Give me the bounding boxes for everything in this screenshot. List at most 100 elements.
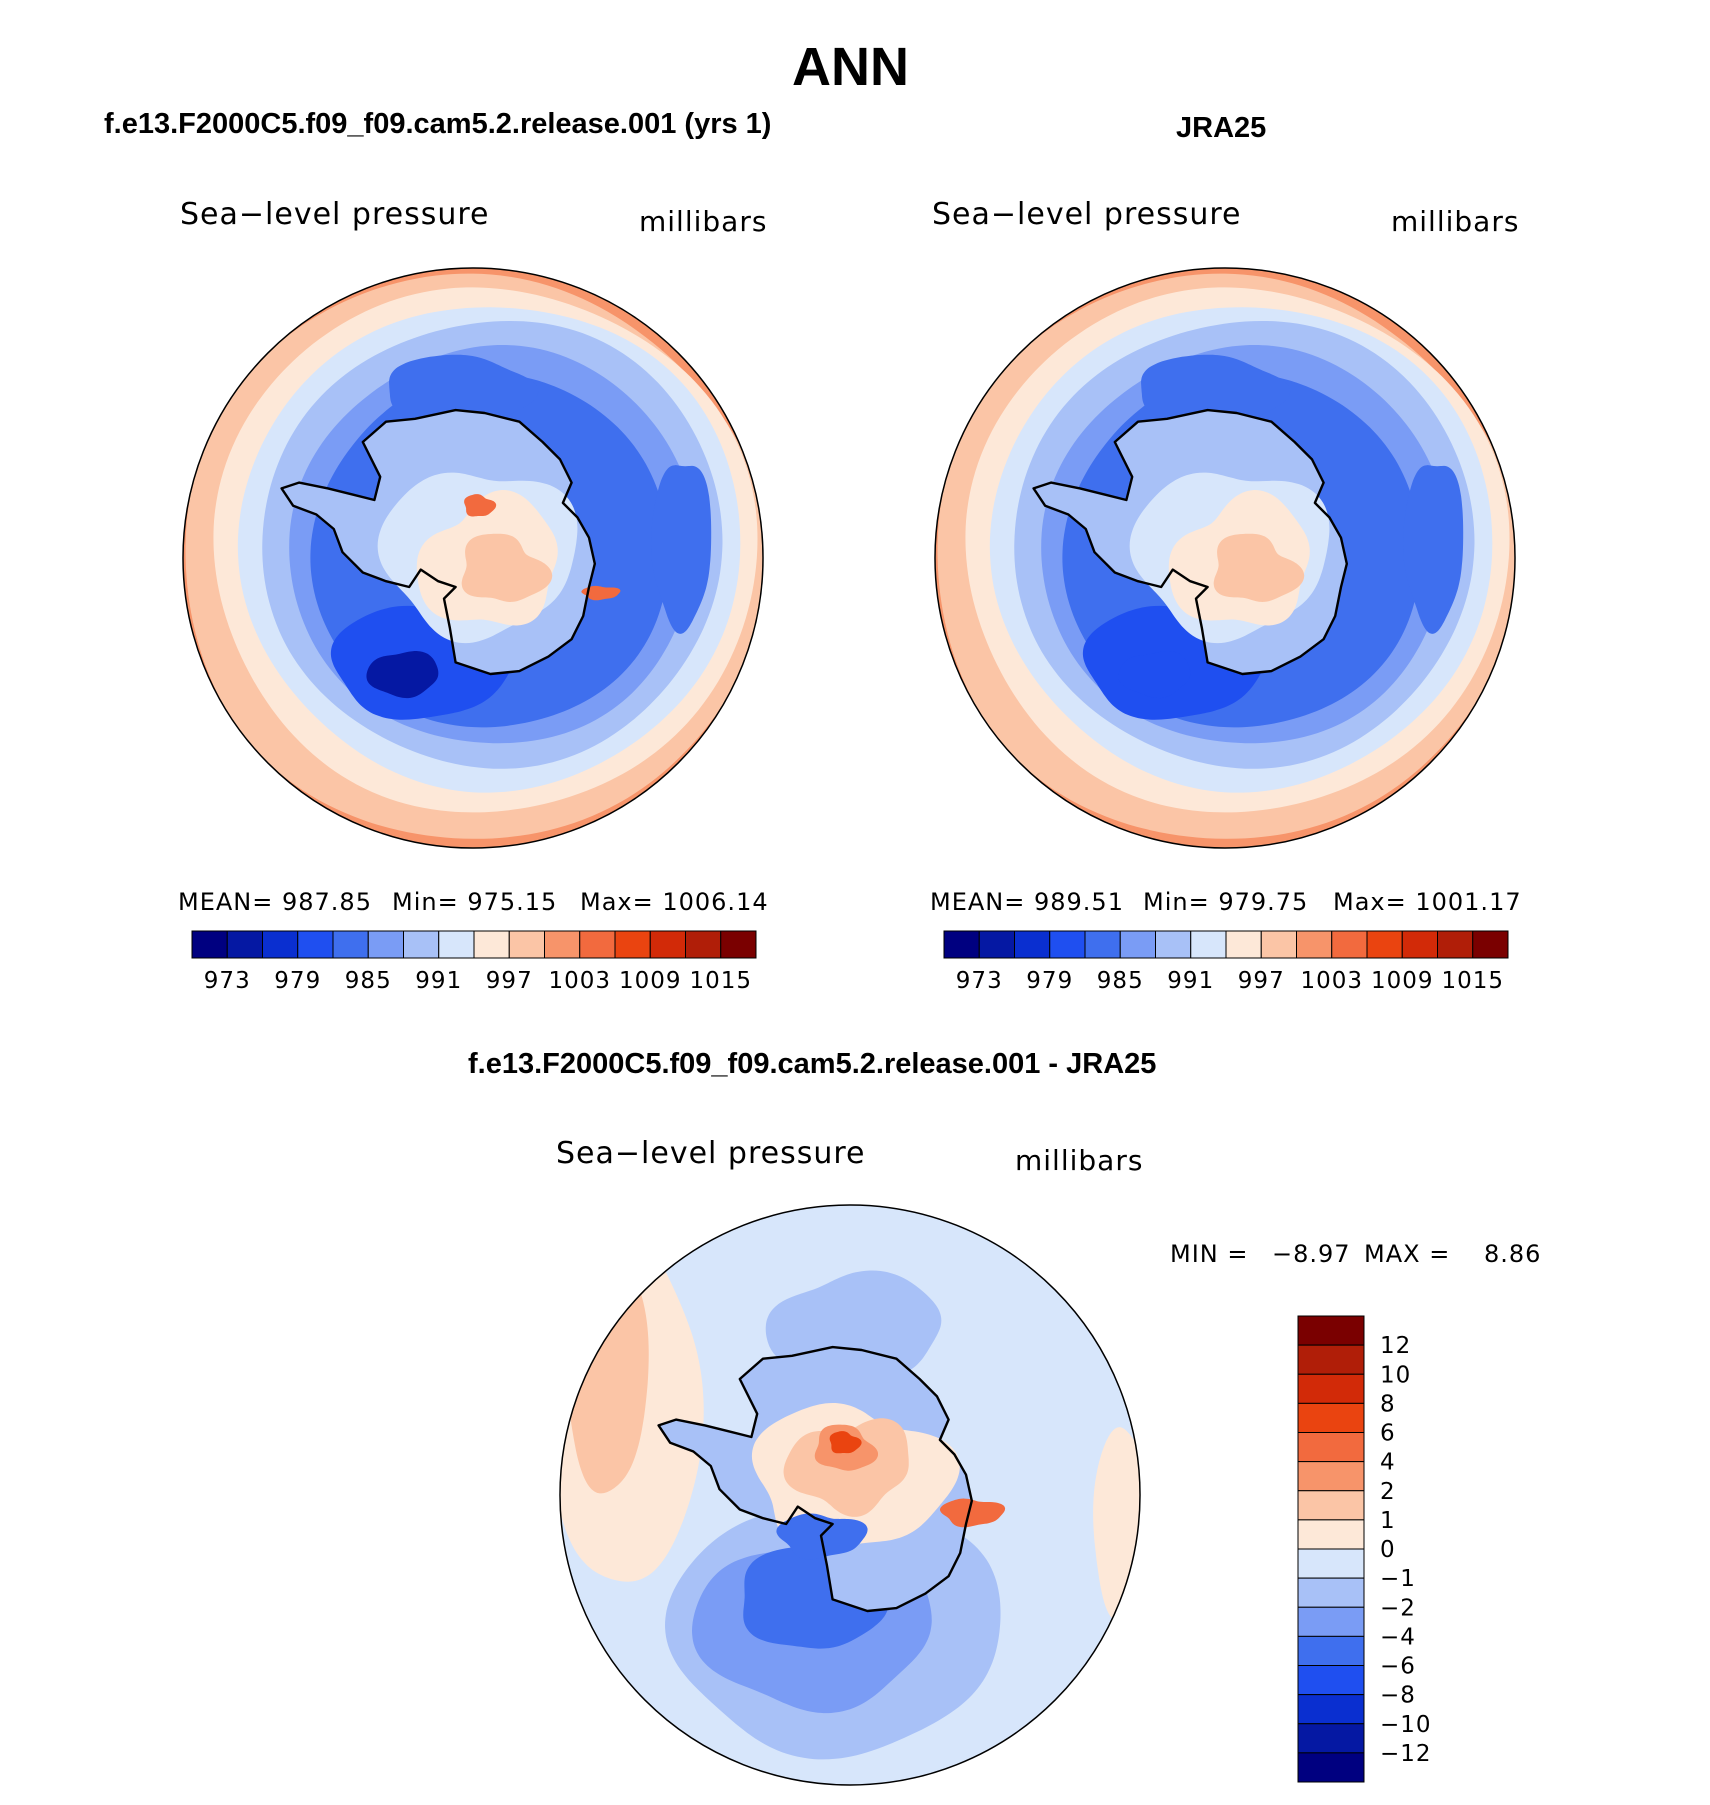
obs-case-title: JRA25 bbox=[1176, 112, 1267, 144]
model-colorbar-swatch bbox=[297, 930, 334, 959]
model-mean-text: MEAN= 987.85 bbox=[178, 888, 372, 916]
obs-coastline bbox=[1032, 408, 1348, 676]
obs-colorbar-swatch bbox=[1119, 930, 1156, 959]
obs-colorbar-tick-label: 1015 bbox=[1441, 968, 1504, 994]
obs-min-text: Min= 979.75 bbox=[1143, 888, 1309, 916]
obs-plateau-c bbox=[1213, 533, 1305, 602]
model-plateau-c bbox=[461, 533, 553, 602]
obs-colorbar-swatch bbox=[978, 930, 1015, 959]
diff-interior-pos-d bbox=[829, 1431, 862, 1454]
diff-colorbar-tick-label: 6 bbox=[1380, 1421, 1396, 1447]
model-plateau-peak-b bbox=[581, 585, 621, 601]
diff-colorbar-tick-label: −12 bbox=[1380, 1741, 1432, 1767]
model-colorbar-swatch bbox=[191, 930, 228, 959]
model-map-border bbox=[182, 267, 764, 849]
obs-colorbar-swatch bbox=[1296, 930, 1333, 959]
model-colorbar-swatch bbox=[649, 930, 686, 959]
diff-colorbar-swatch bbox=[1297, 1461, 1365, 1492]
diff-colorbar-swatch bbox=[1297, 1606, 1365, 1637]
model-colorbar: 973 979 985 991 997 1003 1009 1015 bbox=[191, 930, 757, 994]
model-colorbar-swatch bbox=[614, 930, 651, 959]
model-coastline bbox=[280, 408, 596, 676]
obs-colorbar-tick-label: 1003 bbox=[1300, 968, 1363, 994]
obs-variable-label: Sea−level pressure bbox=[932, 197, 1242, 232]
diff-colorbar-tick-label: 2 bbox=[1380, 1479, 1396, 1505]
obs-colorbar-tick-label: 1009 bbox=[1371, 968, 1434, 994]
obs-colorbar-tick-label: 973 bbox=[956, 968, 1003, 994]
obs-mean-text: MEAN= 989.51 bbox=[930, 888, 1124, 916]
model-colorbar-swatch bbox=[262, 930, 299, 959]
model-colorbar-tick-label: 1015 bbox=[689, 968, 752, 994]
model-units-label: millibars bbox=[639, 205, 768, 238]
diff-colorbar-tick-label: −2 bbox=[1380, 1595, 1416, 1621]
obs-colorbar-swatch bbox=[1155, 930, 1192, 959]
obs-colorbar-tick-label: 985 bbox=[1097, 968, 1144, 994]
obs-colorbar-swatch bbox=[1014, 930, 1051, 959]
model-colorbar-tick-label: 997 bbox=[486, 968, 533, 994]
diff-colorbar-tick-label: −8 bbox=[1380, 1683, 1416, 1709]
diff-colorbar-tick-label: 10 bbox=[1380, 1362, 1411, 1388]
model-weddell-low bbox=[389, 354, 539, 423]
model-colorbar-tick-label: 991 bbox=[415, 968, 462, 994]
obs-colorbar: 973 979 985 991 997 1003 1009 1015 bbox=[943, 930, 1509, 994]
obs-low-center bbox=[1118, 651, 1191, 699]
diff-colorbar-swatch bbox=[1297, 1519, 1365, 1550]
diff-max-value: 8.86 bbox=[1484, 1240, 1542, 1268]
model-colorbar-swatch bbox=[579, 930, 616, 959]
diff-colorbar-tick-label: −4 bbox=[1380, 1624, 1416, 1650]
model-colorbar-swatch bbox=[367, 930, 404, 959]
diff-colorbar-swatch bbox=[1297, 1752, 1365, 1783]
diff-colorbar-swatch bbox=[1297, 1694, 1365, 1725]
obs-slp-map bbox=[935, 268, 1515, 848]
diff-interior-pos-e bbox=[939, 1498, 1006, 1528]
diff-units-label: millibars bbox=[1015, 1144, 1144, 1177]
model-colorbar-swatch bbox=[508, 930, 545, 959]
diff-title: f.e13.F2000C5.f09_f09.cam5.2.release.001… bbox=[468, 1048, 1157, 1080]
obs-colorbar-tick-label: 979 bbox=[1026, 968, 1073, 994]
obs-colorbar-tick-label: 997 bbox=[1238, 968, 1285, 994]
model-min-text: Min= 975.15 bbox=[392, 888, 558, 916]
model-colorbar-tick-label: 973 bbox=[204, 968, 251, 994]
model-colorbar-swatch bbox=[473, 930, 510, 959]
diff-colorbar-swatch bbox=[1297, 1665, 1365, 1696]
diff-coastline bbox=[657, 1345, 973, 1613]
model-colorbar-swatch bbox=[332, 930, 369, 959]
diff-map-border bbox=[559, 1204, 1141, 1786]
model-colorbar-tick-label: 979 bbox=[274, 968, 321, 994]
diff-colorbar-swatch bbox=[1297, 1373, 1365, 1404]
diff-colorbar-swatch bbox=[1297, 1490, 1365, 1521]
obs-colorbar-swatch bbox=[1260, 930, 1297, 959]
model-slp-map bbox=[183, 268, 763, 848]
diff-colorbar-tick-label: 1 bbox=[1380, 1508, 1396, 1534]
diff-colorbar-swatch bbox=[1297, 1635, 1365, 1666]
diff-min-value: −8.97 bbox=[1272, 1240, 1351, 1268]
obs-colorbar-swatch bbox=[1225, 930, 1262, 959]
obs-weddell-low bbox=[1141, 354, 1291, 423]
diff-colorbar-tick-label: 8 bbox=[1380, 1391, 1396, 1417]
obs-colorbar-tick-label: 991 bbox=[1167, 968, 1214, 994]
obs-max-text: Max= 1001.17 bbox=[1333, 888, 1522, 916]
obs-colorbar-swatch bbox=[1084, 930, 1121, 959]
diff-max-label: MAX = bbox=[1364, 1240, 1451, 1268]
model-colorbar-swatch bbox=[438, 930, 475, 959]
model-colorbar-swatch bbox=[544, 930, 581, 959]
model-case-title: f.e13.F2000C5.f09_f09.cam5.2.release.001… bbox=[104, 108, 772, 140]
model-colorbar-tick-label: 1003 bbox=[548, 968, 611, 994]
obs-east-low bbox=[1403, 465, 1464, 634]
diff-colorbar-swatch bbox=[1297, 1432, 1365, 1463]
season-title: ANN bbox=[792, 37, 909, 97]
obs-colorbar-swatch bbox=[1437, 930, 1474, 959]
obs-colorbar-swatch bbox=[1190, 930, 1227, 959]
diff-colorbar-swatch bbox=[1297, 1315, 1365, 1346]
diff-colorbar-tick-label: −6 bbox=[1380, 1654, 1416, 1680]
model-low-center bbox=[366, 651, 439, 699]
model-plateau-peak-a bbox=[464, 494, 497, 517]
obs-colorbar-swatch bbox=[1331, 930, 1368, 959]
diff-colorbar-tick-label: 12 bbox=[1380, 1333, 1411, 1359]
model-colorbar-tick-label: 1009 bbox=[619, 968, 682, 994]
obs-map-border bbox=[934, 267, 1516, 849]
diff-colorbar-swatch bbox=[1297, 1548, 1365, 1579]
diff-slp-map bbox=[560, 1205, 1140, 1785]
